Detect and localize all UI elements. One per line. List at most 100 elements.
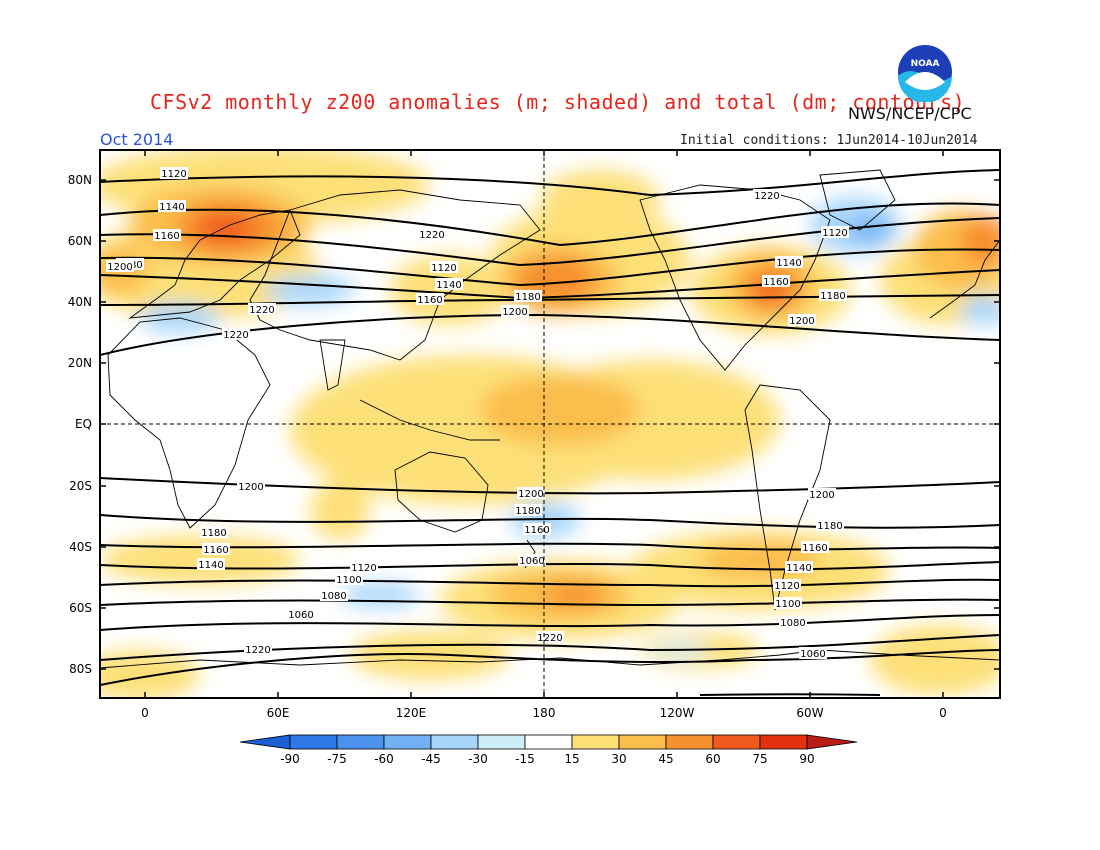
contour-label: 1220 <box>536 631 564 644</box>
contour-label: 1160 <box>523 523 551 536</box>
contour-label: 1220 <box>244 643 272 656</box>
svg-text:1220: 1220 <box>249 305 274 316</box>
svg-text:1160: 1160 <box>763 277 788 288</box>
svg-text:1160: 1160 <box>417 295 442 306</box>
lat-tick-label: 80N <box>68 173 92 187</box>
svg-text:1080: 1080 <box>780 618 805 629</box>
svg-text:1120: 1120 <box>774 581 799 592</box>
lat-tick-label: 80S <box>69 662 92 676</box>
latitude-axis: 80N 60N 40N 20N EQ 20S 40S 60S 80S <box>68 173 1000 676</box>
contour-label: 1120 <box>350 561 378 574</box>
svg-text:1220: 1220 <box>245 645 270 656</box>
svg-text:1200: 1200 <box>518 489 543 500</box>
svg-text:1080: 1080 <box>321 591 346 602</box>
contour-label: 1200 <box>808 488 836 501</box>
svg-text:1100: 1100 <box>336 575 361 586</box>
contour-label: 1220 <box>753 189 781 202</box>
svg-text:1200: 1200 <box>502 307 527 318</box>
svg-text:1180: 1180 <box>201 528 226 539</box>
contour-label: 1080 <box>320 589 348 602</box>
contour-label: 1060 <box>287 608 315 621</box>
contour-label: 1120 <box>821 226 849 239</box>
contour-label: 1100 <box>774 597 802 610</box>
contour-label: 1140 <box>775 256 803 269</box>
lon-tick-label: 120E <box>396 706 427 720</box>
svg-text:1060: 1060 <box>519 556 544 567</box>
contour-label: 1160 <box>416 293 444 306</box>
contour-label: 1180 <box>514 290 542 303</box>
lon-tick-label: 120W <box>660 706 695 720</box>
initial-conditions: Initial conditions: 1Jun2014-10Jun2014 <box>680 133 978 148</box>
svg-text:1220: 1220 <box>223 330 248 341</box>
contour-label: 1160 <box>202 543 230 556</box>
lon-tick-label: 180 <box>533 706 556 720</box>
lat-tick-label: 40N <box>68 295 92 309</box>
contour-label: 1140 <box>785 561 813 574</box>
svg-text:1120: 1120 <box>822 228 847 239</box>
noaa-logo-icon: NOAA <box>896 43 954 102</box>
height-contours <box>100 169 1000 696</box>
contour-label: 1060 <box>518 554 546 567</box>
svg-text:1140: 1140 <box>159 202 184 213</box>
lat-tick-label: 20N <box>68 356 92 370</box>
contour-label: 1180 <box>819 289 847 302</box>
contour-label: 1200 <box>106 260 134 273</box>
lat-tick-label: 60S <box>69 601 92 615</box>
svg-text:1180: 1180 <box>817 521 842 532</box>
contour-label: 1140 <box>435 278 463 291</box>
contour-label: 1120 <box>430 261 458 274</box>
lat-tick-label: 20S <box>69 479 92 493</box>
contour-label: 1220 <box>222 328 250 341</box>
contour-label: 1180 <box>514 504 542 517</box>
contour-label: 1220 <box>418 228 446 241</box>
lat-tick-label: EQ <box>75 417 92 431</box>
lat-tick-label: 60N <box>68 234 92 248</box>
svg-text:1120: 1120 <box>431 263 456 274</box>
contour-label: 1140 <box>158 200 186 213</box>
svg-text:1140: 1140 <box>776 258 801 269</box>
lon-tick-label: 60W <box>796 706 823 720</box>
svg-text:1220: 1220 <box>419 230 444 241</box>
svg-text:1180: 1180 <box>515 292 540 303</box>
svg-text:1160: 1160 <box>203 545 228 556</box>
svg-text:1180: 1180 <box>820 291 845 302</box>
contour-labels: 1120 1140 1160 1180 1200 1220 1120 1140 1160 1180… <box>106 167 849 660</box>
svg-text:1140: 1140 <box>786 563 811 574</box>
contour-label: 1100 <box>335 573 363 586</box>
contour-label: 1200 <box>788 314 816 327</box>
svg-text:1120: 1120 <box>351 563 376 574</box>
contour-label: 1080 <box>779 616 807 629</box>
svg-text:1220: 1220 <box>537 633 562 644</box>
contour-label: 1120 <box>160 167 188 180</box>
svg-text:1060: 1060 <box>800 649 825 660</box>
contour-label: 1180 <box>200 526 228 539</box>
contour-label: 1160 <box>762 275 790 288</box>
svg-text:1160: 1160 <box>802 543 827 554</box>
lon-tick-label: 0 <box>939 706 947 720</box>
lat-tick-label: 40S <box>69 540 92 554</box>
contour-label: 1160 <box>153 229 181 242</box>
contour-label: 1060 <box>799 647 827 660</box>
lon-tick-label: 0 <box>141 706 149 720</box>
contour-label: 1140 <box>197 558 225 571</box>
reference-lines <box>100 150 1000 698</box>
contour-label: 1200 <box>501 305 529 318</box>
contour-label: 1180 <box>816 519 844 532</box>
svg-text:1220: 1220 <box>754 191 779 202</box>
contour-label: 1120 <box>773 579 801 592</box>
contour-label: 1220 <box>248 303 276 316</box>
lon-tick-label: 60E <box>267 706 290 720</box>
svg-text:1180: 1180 <box>515 506 540 517</box>
svg-text:1100: 1100 <box>775 599 800 610</box>
svg-text:1160: 1160 <box>154 231 179 242</box>
svg-text:1060: 1060 <box>288 610 313 621</box>
svg-text:1120: 1120 <box>161 169 186 180</box>
svg-text:1140: 1140 <box>436 280 461 291</box>
svg-text:1200: 1200 <box>809 490 834 501</box>
agency-label: NWS/NCEP/CPC <box>848 104 972 123</box>
contour-label: 1160 <box>801 541 829 554</box>
svg-text:1200: 1200 <box>107 262 132 273</box>
contour-label: 1200 <box>517 487 545 500</box>
svg-text:1200: 1200 <box>238 482 263 493</box>
